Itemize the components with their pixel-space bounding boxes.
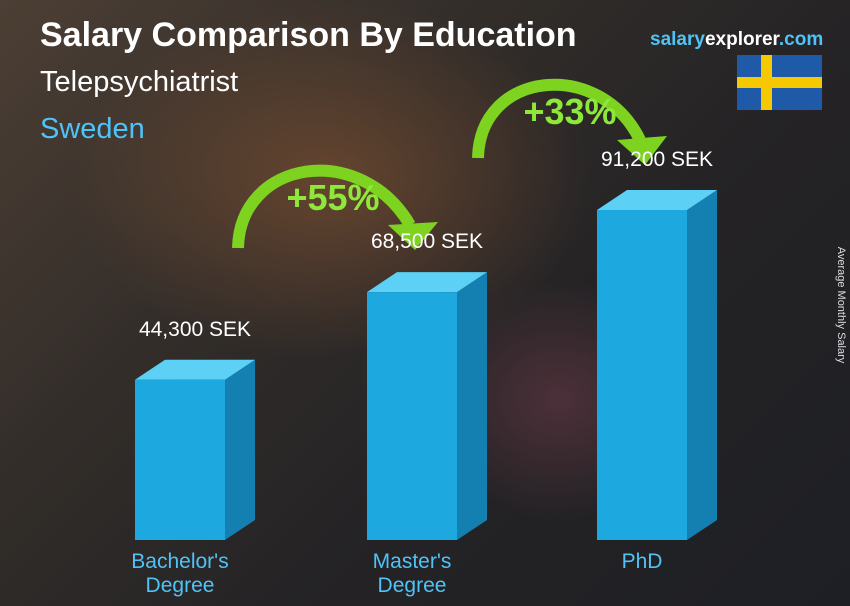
chart-title: Salary Comparison By Education [40, 16, 577, 54]
flag [737, 55, 822, 110]
bar-top [367, 272, 487, 293]
value-label: 91,200 SEK [600, 148, 714, 171]
brand-part: salary [650, 29, 705, 50]
arrow-head [388, 222, 438, 250]
bar [597, 210, 687, 540]
bar-side [687, 190, 717, 540]
country: Sweden [40, 113, 145, 145]
arrow [232, 164, 416, 249]
bar [135, 379, 225, 540]
subtitle: Telepsychiatrist [40, 66, 238, 98]
x-tick-label: Master's Degree [372, 550, 452, 597]
annotation: +33% [523, 91, 616, 132]
bar-side [457, 272, 487, 540]
brand: salaryexplorer.com [650, 29, 823, 50]
y-axis-label: Average Monthly Salary [835, 247, 847, 364]
brand-part: explorer [705, 29, 781, 50]
background [70, 0, 590, 360]
bar-side [225, 359, 255, 540]
bar-top [597, 190, 717, 210]
arrow [472, 78, 646, 159]
arrow-head [617, 136, 667, 165]
brand-part: .com [779, 29, 823, 50]
x-tick-label: Bachelor's Degree [131, 550, 229, 597]
annotation: +55% [286, 177, 379, 218]
value-label: 44,300 SEK [138, 317, 252, 341]
x-tick-label: PhD [621, 550, 663, 573]
bar [367, 292, 457, 540]
bar-top [135, 359, 255, 380]
value-label: 68,500 SEK [370, 230, 484, 254]
